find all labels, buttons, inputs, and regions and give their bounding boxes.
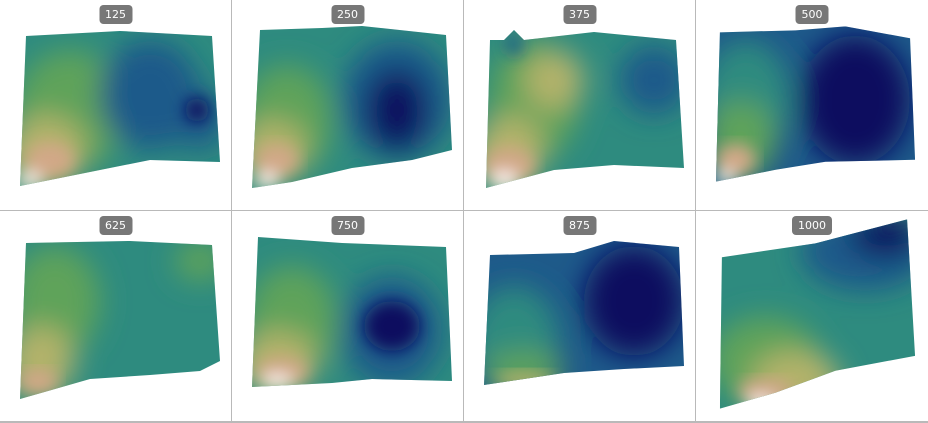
terrain-panel-3: 375 bbox=[464, 0, 695, 210]
panel-label-4: 500 bbox=[795, 5, 829, 24]
panel-label-3: 375 bbox=[563, 5, 596, 24]
terrain-surface-2 bbox=[252, 26, 452, 188]
terrain-panel-1: 125 bbox=[0, 0, 231, 210]
panel-label-2: 250 bbox=[331, 5, 364, 24]
panel-label-1: 125 bbox=[99, 5, 132, 24]
terrain-panel-5: 625 bbox=[0, 211, 231, 421]
panel-label-5: 625 bbox=[99, 216, 132, 235]
panel-label-7: 875 bbox=[563, 216, 596, 235]
terrain-surface-7 bbox=[484, 241, 684, 385]
terrain-panel-7: 875 bbox=[464, 211, 695, 421]
panel-label-8: 1000 bbox=[792, 216, 832, 235]
terrain-panel-4: 500 bbox=[696, 0, 928, 210]
terrain-panel-2: 250 bbox=[232, 0, 463, 210]
terrain-surface-6 bbox=[252, 237, 452, 387]
terrain-panel-6: 750 bbox=[232, 211, 463, 421]
terrain-panel-8: 1000 bbox=[696, 211, 928, 421]
terrain-surface-8 bbox=[719, 219, 916, 409]
terrain-surface-5 bbox=[20, 241, 220, 399]
terrain-surface-1 bbox=[20, 31, 220, 186]
terrain-surface-4 bbox=[715, 26, 916, 182]
terrain-surface-3 bbox=[486, 30, 684, 188]
panel-label-6: 750 bbox=[331, 216, 364, 235]
